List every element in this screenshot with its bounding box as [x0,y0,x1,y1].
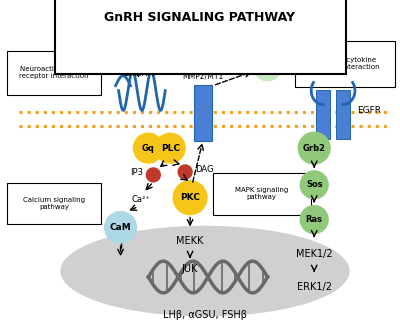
Text: EGFR: EGFR [357,106,381,115]
Text: Ras: Ras [306,215,323,224]
Ellipse shape [61,227,349,316]
Circle shape [155,133,185,163]
Text: GnRHR: GnRHR [122,69,154,78]
Text: Calcium signaling
pathway: Calcium signaling pathway [23,197,85,210]
Text: ERK1/2: ERK1/2 [297,282,332,292]
Circle shape [300,206,328,233]
Text: MEKK: MEKK [176,236,204,246]
Text: MMP2/MT1: MMP2/MT1 [182,71,224,80]
Text: Cytokine-cytokine
receptor interaction: Cytokine-cytokine receptor interaction [310,57,380,70]
Text: MEK1/2: MEK1/2 [296,249,332,259]
Text: Sos: Sos [306,180,322,189]
Text: Grb2: Grb2 [303,144,326,153]
FancyBboxPatch shape [7,51,101,95]
Circle shape [105,212,136,243]
Text: HB-EGF: HB-EGF [284,56,316,65]
Circle shape [300,171,328,199]
Text: IP3: IP3 [130,168,143,177]
Text: LHβ, αGSU, FSHβ: LHβ, αGSU, FSHβ [163,310,247,320]
Circle shape [254,53,282,81]
Text: GnRH: GnRH [126,42,151,50]
Text: MAPK signaling
pathway: MAPK signaling pathway [235,187,288,200]
FancyBboxPatch shape [213,173,311,214]
FancyBboxPatch shape [194,85,212,141]
Text: CaM: CaM [110,223,132,232]
Text: PKC: PKC [180,193,200,202]
Circle shape [173,181,207,214]
FancyBboxPatch shape [295,41,395,87]
FancyBboxPatch shape [336,90,350,139]
Circle shape [298,132,330,164]
Text: DAG: DAG [195,165,214,175]
FancyBboxPatch shape [316,90,330,139]
Text: GnRH SIGNALING PATHWAY: GnRH SIGNALING PATHWAY [104,11,296,24]
FancyBboxPatch shape [7,183,101,225]
Circle shape [146,168,160,182]
Text: JUK: JUK [182,264,198,274]
Circle shape [134,133,163,163]
Text: PLC: PLC [161,144,180,153]
Circle shape [178,165,192,179]
Text: Ca²⁺: Ca²⁺ [131,195,150,204]
Text: Neuroactive ligand-
receptor interaction: Neuroactive ligand- receptor interaction [19,66,89,79]
Text: Gq: Gq [142,144,155,153]
